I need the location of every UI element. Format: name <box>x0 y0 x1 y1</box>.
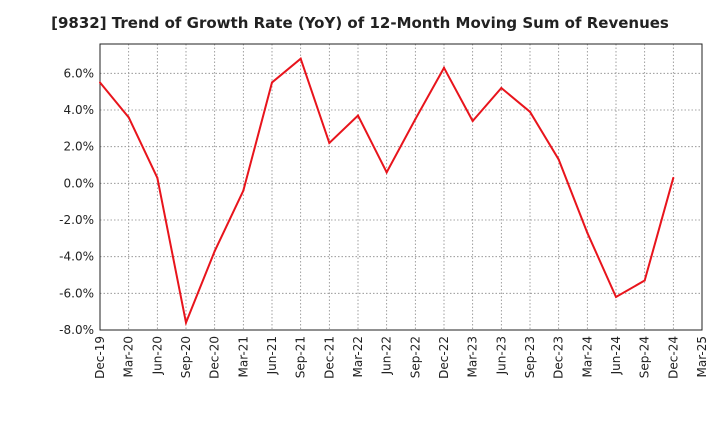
y-tick-label: 4.0% <box>64 103 95 117</box>
data-point <box>185 321 187 324</box>
data-point <box>500 87 503 89</box>
plot-area <box>100 44 702 330</box>
data-point <box>328 142 331 144</box>
x-tick-label: Dec-21 <box>322 336 336 379</box>
data-point <box>643 279 646 282</box>
y-tick-label: 6.0% <box>64 66 95 80</box>
x-tick-label: Sep-23 <box>523 336 537 378</box>
data-point <box>615 296 617 298</box>
y-tick-label: -2.0% <box>59 213 94 227</box>
x-tick-label: Mar-23 <box>466 336 480 377</box>
data-point <box>443 66 445 69</box>
data-point <box>242 189 245 192</box>
x-tick-label: Mar-22 <box>351 336 365 377</box>
x-tick-label: Mar-25 <box>695 336 709 377</box>
data-point <box>471 120 474 122</box>
x-tick-label: Jun-21 <box>265 336 279 375</box>
x-tick-label: Jun-20 <box>150 336 164 375</box>
x-tick-label: Sep-21 <box>294 336 308 378</box>
data-point <box>99 81 101 84</box>
data-point <box>586 231 589 234</box>
x-tick-label: Mar-24 <box>580 336 594 377</box>
x-tick-label: Jun-23 <box>494 336 508 375</box>
x-tick-label: Dec-20 <box>208 336 222 379</box>
x-tick-label: Dec-22 <box>437 336 451 379</box>
y-tick-label: -4.0% <box>59 250 94 264</box>
x-tick-label: Sep-22 <box>408 336 422 378</box>
y-tick-label: 2.0% <box>64 140 95 154</box>
data-point <box>156 176 159 179</box>
data-point <box>299 57 302 60</box>
plot-border <box>99 43 703 331</box>
y-tick-label: -8.0% <box>59 323 94 337</box>
data-point <box>414 118 417 121</box>
x-tick-label: Mar-21 <box>236 336 250 377</box>
data-point <box>271 81 273 84</box>
data-point <box>385 171 388 174</box>
y-tick-label: 0.0% <box>64 176 95 190</box>
chart-title: [9832] Trend of Growth Rate (YoY) of 12-… <box>51 14 669 32</box>
data-point <box>127 116 130 119</box>
x-tick-label: Jun-22 <box>380 336 394 375</box>
data-point <box>357 114 359 117</box>
x-tick-label: Sep-24 <box>638 336 652 378</box>
data-point <box>213 250 216 253</box>
x-tick-label: Dec-23 <box>552 336 566 379</box>
data-point <box>672 176 675 179</box>
x-tick-label: Dec-24 <box>666 336 680 379</box>
data-point <box>557 158 560 161</box>
x-tick-label: Sep-20 <box>179 336 193 378</box>
x-tick-label: Mar-20 <box>122 336 136 377</box>
data-point <box>529 110 531 113</box>
y-tick-label: -6.0% <box>59 286 94 300</box>
x-tick-label: Jun-24 <box>609 336 623 375</box>
x-tick-label: Dec-19 <box>93 336 107 379</box>
